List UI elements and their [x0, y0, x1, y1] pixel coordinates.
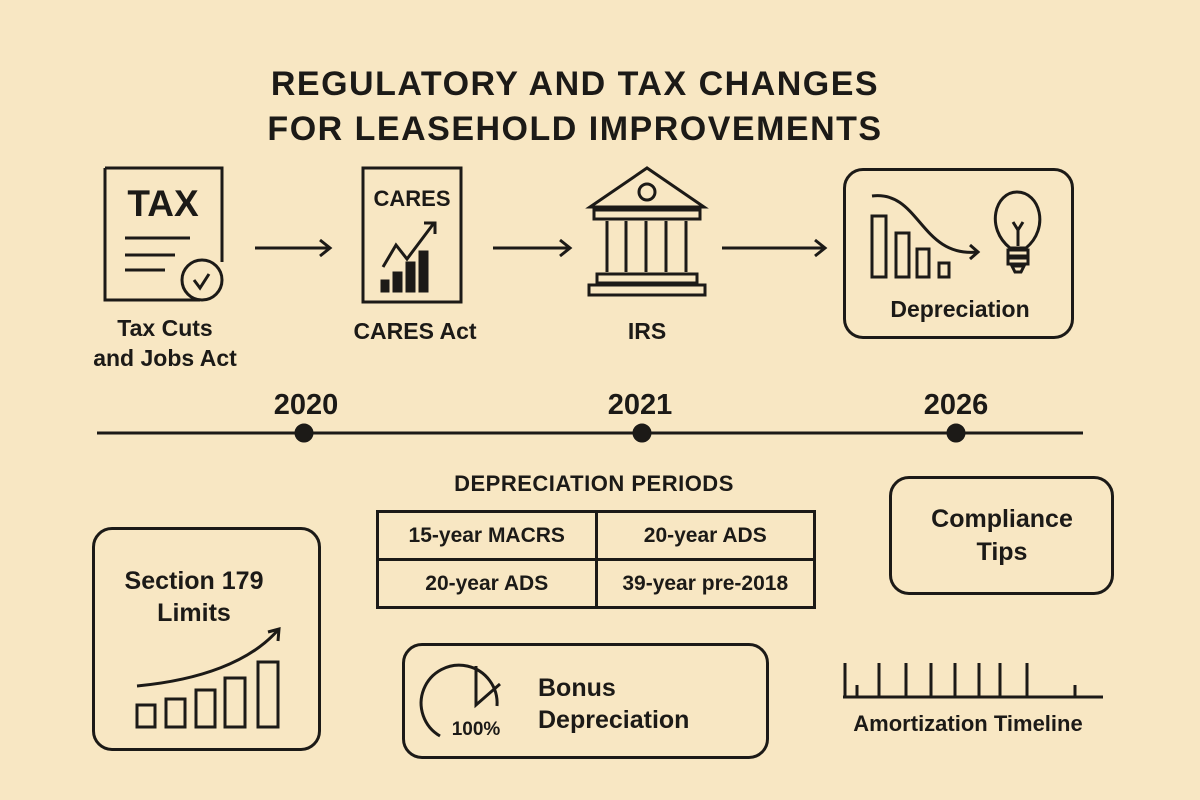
tax-cuts-label: Tax Cuts and Jobs Act — [93, 313, 237, 373]
label-line: Tips — [976, 538, 1028, 566]
arrow-icon — [493, 238, 573, 258]
depreciation-box — [843, 168, 1074, 339]
section-179-box — [92, 527, 321, 751]
label-line: Depreciation — [538, 706, 690, 734]
title-line-1: REGULATORY AND TAX CHANGES — [270, 65, 880, 103]
timeline-axis — [97, 423, 1083, 443]
bank-building-icon — [585, 166, 709, 297]
table-row: 15-year MACRS 20-year ADS — [376, 510, 816, 561]
label-line: Tax Cuts — [117, 315, 213, 341]
depreciation-chart-lightbulb-icon — [870, 190, 1042, 279]
label-line: Limits — [157, 599, 231, 627]
depreciation-label: Depreciation — [890, 296, 1030, 322]
section-179-label: Section 179 Limits — [125, 565, 264, 629]
tax-icon-text: TAX — [127, 183, 199, 224]
rising-bar-chart-icon — [135, 626, 281, 729]
arrow-icon — [255, 238, 333, 258]
page-title: REGULATORY AND TAX CHANGES FOR LEASEHOLD … — [267, 62, 882, 152]
tax-document-icon — [103, 166, 224, 302]
compliance-tips-label: Compliance Tips — [931, 503, 1073, 569]
label-line: Compliance — [931, 505, 1073, 533]
arrow-icon — [722, 238, 828, 258]
cares-document-icon — [361, 166, 463, 304]
table-row: 20-year ADS 39-year pre-2018 — [376, 558, 816, 609]
pie-chart-icon — [419, 663, 501, 738]
table-cell: 15-year MACRS — [376, 510, 598, 561]
timeline-ticks-icon — [843, 663, 1103, 699]
label-line: Bonus — [538, 674, 616, 702]
bonus-depreciation-box — [402, 643, 769, 759]
label-line: and Jobs Act — [93, 345, 237, 371]
compliance-tips-box — [889, 476, 1114, 595]
year-2021: 2021 — [607, 389, 673, 421]
irs-label: IRS — [627, 318, 667, 344]
title-line-2: FOR LEASEHOLD IMPROVEMENTS — [267, 110, 883, 148]
cares-act-label: CARES Act — [353, 318, 477, 344]
table-cell: 20-year ADS — [594, 510, 816, 561]
year-2020: 2020 — [273, 389, 339, 421]
pie-percent-label: 100% — [451, 719, 501, 740]
table-cell: 20-year ADS — [376, 558, 598, 609]
timeline-dot-2021 — [632, 423, 652, 443]
bonus-depreciation-label: Bonus Depreciation — [538, 672, 689, 736]
depreciation-periods-table: 15-year MACRS 20-year ADS 20-year ADS 39-y… — [376, 510, 816, 609]
depreciation-periods-heading: DEPRECIATION PERIODS — [454, 471, 734, 496]
label-line: Section 179 — [124, 567, 264, 595]
timeline-dot-2026 — [946, 423, 966, 443]
table-cell: 39-year pre-2018 — [594, 558, 816, 609]
amortization-timeline-label: Amortization Timeline — [853, 711, 1083, 736]
cares-icon-text: CARES — [373, 186, 451, 211]
timeline-dot-2020 — [294, 423, 314, 443]
year-2026: 2026 — [923, 389, 989, 421]
